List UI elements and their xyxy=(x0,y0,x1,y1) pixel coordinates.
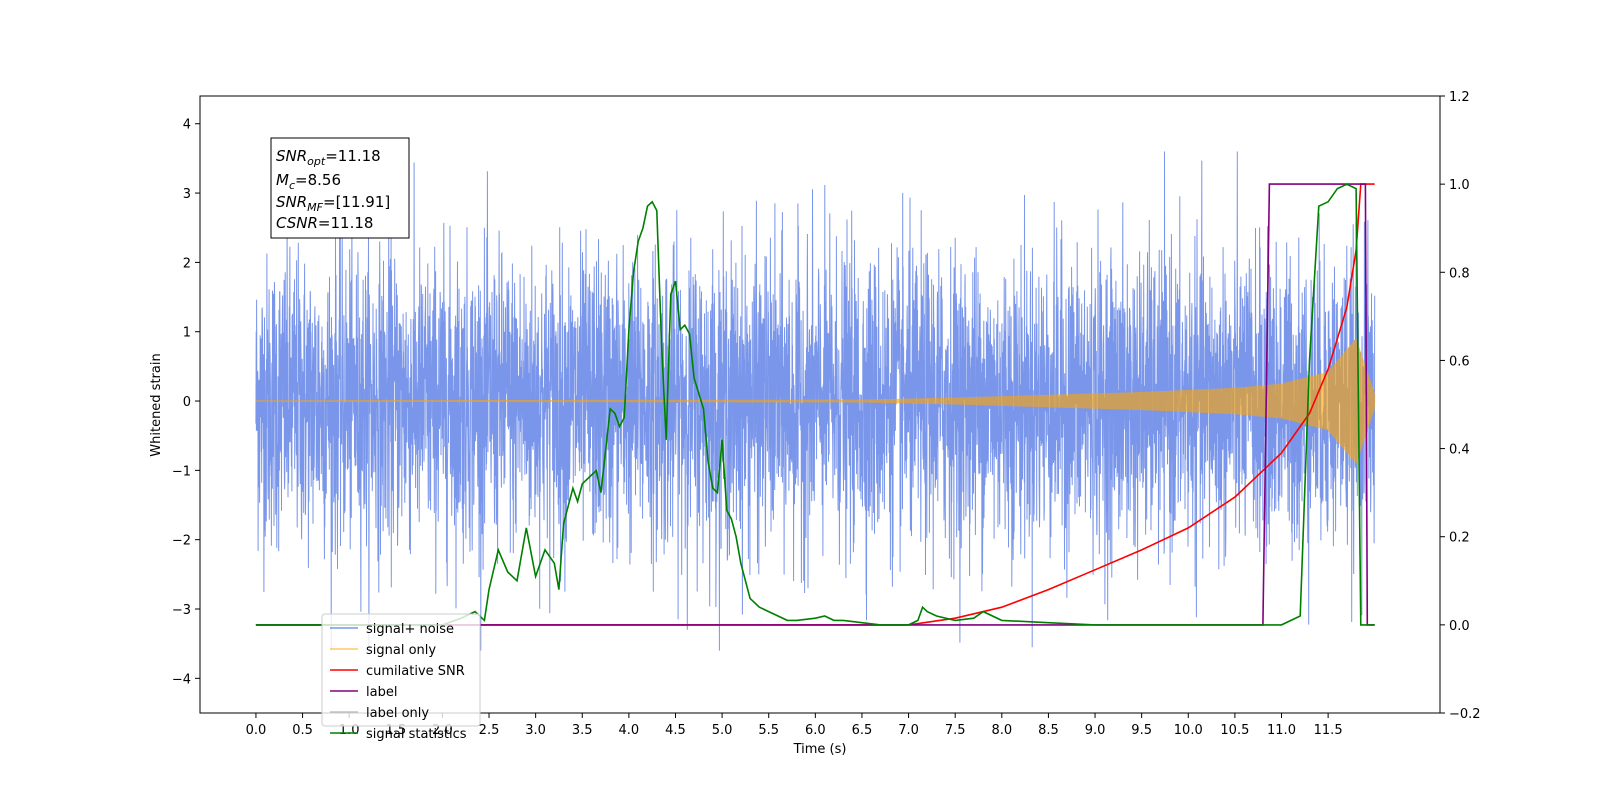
x-tick-label: 5.0 xyxy=(712,723,733,738)
x-tick-label: 1.0 xyxy=(339,723,360,738)
x-tick-label: 9.5 xyxy=(1131,723,1152,738)
x-axis-ticks: 0.0 0.5 1.0 1.5 2.0 2.5 3.0 3.5 4.0 4.5 5.0 5.5 6.0 6… xyxy=(246,713,1343,738)
y2-tick-label: 0.0 xyxy=(1449,619,1470,634)
y2-tick-label: −0.2 xyxy=(1449,707,1481,722)
x-tick-label: 0.5 xyxy=(292,723,313,738)
y2-tick-label: 0.2 xyxy=(1449,531,1470,546)
y-tick-label: 2 xyxy=(183,256,191,271)
stat-csnr: CSNR=11.18 xyxy=(276,214,373,232)
x-tick-label: 0.0 xyxy=(246,723,267,738)
x-tick-label: 2.5 xyxy=(479,723,500,738)
stat-snr-opt: SNRopt=11.18 xyxy=(276,147,381,168)
y2-axis-ticks: −0.2 0.0 0.2 0.4 0.6 0.8 1.0 1.2 xyxy=(1440,90,1481,722)
y-tick-label: −1 xyxy=(172,464,191,479)
x-tick-label: 6.5 xyxy=(852,723,873,738)
series-signal-statistics xyxy=(255,183,1375,626)
y-tick-label: −3 xyxy=(172,603,191,618)
x-tick-label: 7.5 xyxy=(945,723,966,738)
x-tick-label: 5.5 xyxy=(758,723,779,738)
x-tick-label: 1.5 xyxy=(385,723,406,738)
y-axis-label: Whitened strain xyxy=(149,353,164,456)
legend-box xyxy=(321,613,481,727)
y-tick-label: 3 xyxy=(183,187,191,202)
y-tick-label: 0 xyxy=(183,395,191,410)
legend-entry: label only xyxy=(366,706,429,721)
y-tick-label: 4 xyxy=(183,118,191,133)
x-tick-label: 8.5 xyxy=(1038,723,1059,738)
x-tick-label: 3.5 xyxy=(572,723,593,738)
stat-snr-mf: SNRMF=[11.91] xyxy=(276,193,390,214)
y-tick-label: −2 xyxy=(172,534,191,549)
x-tick-label: 2.0 xyxy=(432,723,453,738)
y-tick-label: 1 xyxy=(183,326,191,341)
series-layer xyxy=(255,151,1376,651)
stats-box: SNRopt=11.18 Mc=8.56 SNRMF=[11.91] CSNR=… xyxy=(270,137,410,239)
x-axis-label: Time (s) xyxy=(793,742,847,757)
x-tick-label: 8.0 xyxy=(991,723,1012,738)
x-tick-label: 11.5 xyxy=(1314,723,1343,738)
legend: signal+ noise signal only cumilative SNR la… xyxy=(321,613,481,742)
x-tick-label: 9.0 xyxy=(1085,723,1106,738)
x-tick-label: 4.0 xyxy=(619,723,640,738)
x-tick-label: 4.5 xyxy=(665,723,686,738)
series-signal-only xyxy=(255,338,1376,464)
legend-entry: label xyxy=(366,685,397,700)
x-tick-label: 3.0 xyxy=(525,723,546,738)
x-tick-label: 7.0 xyxy=(898,723,919,738)
y2-tick-label: 0.8 xyxy=(1449,266,1470,281)
x-tick-label: 10.0 xyxy=(1174,723,1203,738)
legend-entry: signal only xyxy=(366,643,436,658)
y2-tick-label: 1.0 xyxy=(1449,178,1470,193)
legend-entry: signal statistics xyxy=(366,727,467,742)
legend-entry: signal+ noise xyxy=(366,622,454,637)
legend-entry: cumilative SNR xyxy=(366,664,465,679)
plot-frame xyxy=(199,95,1441,714)
y2-tick-label: 0.6 xyxy=(1449,354,1470,369)
x-tick-label: 10.5 xyxy=(1220,723,1249,738)
x-tick-label: 6.0 xyxy=(805,723,826,738)
series-cumulative-snr xyxy=(255,183,1375,626)
y2-tick-label: 0.4 xyxy=(1449,443,1470,458)
stat-mc: Mc=8.56 xyxy=(276,171,341,192)
y-axis-ticks: −4 −3 −2 −1 0 1 2 3 4 xyxy=(172,118,200,687)
y2-tick-label: 1.2 xyxy=(1449,90,1470,105)
y-tick-label: −4 xyxy=(172,672,191,687)
x-tick-label: 11.0 xyxy=(1267,723,1296,738)
